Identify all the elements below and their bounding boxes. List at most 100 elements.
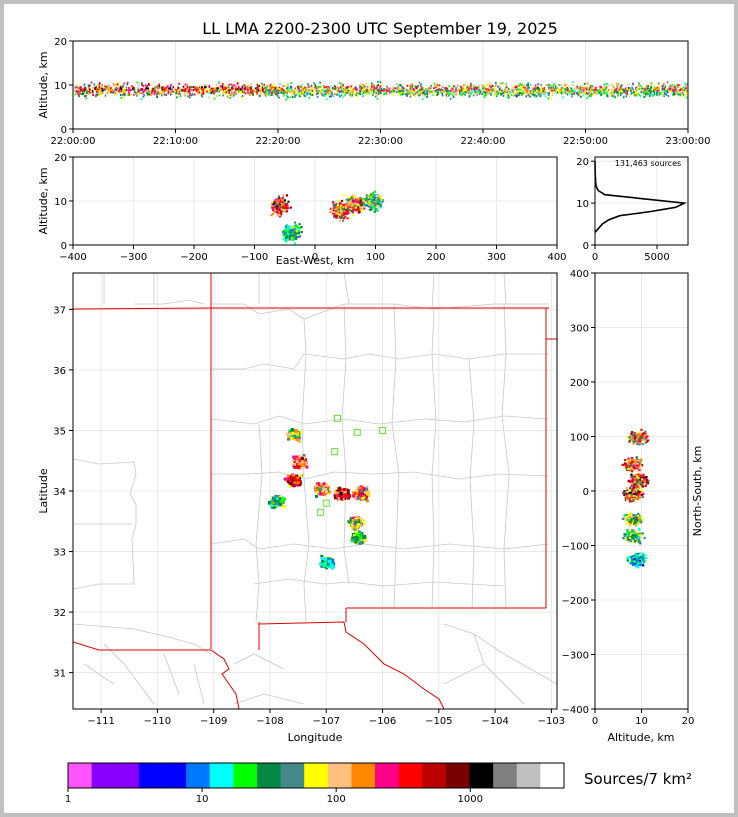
ew-source-point (352, 210, 355, 213)
time-height-source-point (283, 94, 285, 97)
time-height-source-point (509, 91, 512, 94)
time-height-source-point (365, 91, 368, 94)
time-height-source-point (419, 93, 422, 96)
time-height-source-point (257, 89, 260, 92)
time-height-source-point (506, 90, 509, 93)
time-height-source-point (379, 91, 382, 94)
ew-source-point (356, 209, 359, 212)
time-height-source-point (601, 90, 604, 92)
time-height-source-point (438, 84, 441, 87)
time-height-source-point (272, 85, 275, 88)
time-height-source-point (409, 86, 412, 88)
time-height-source-point (391, 90, 394, 93)
time-height-source-point (219, 85, 222, 88)
time-height-source-point (606, 94, 609, 97)
time-height-source-point (674, 93, 677, 96)
time-height-source-point (123, 97, 125, 100)
time-height-source-point (272, 83, 275, 86)
plan-source-point (337, 496, 341, 500)
time-height-source-point (468, 90, 471, 93)
time-height-source-point (526, 90, 528, 93)
time-height-source-point (611, 94, 613, 97)
time-height-source-point (425, 88, 427, 91)
time-height-source-point (407, 91, 409, 94)
time-height-source-point (474, 85, 476, 88)
time-height-source-point (491, 88, 493, 91)
ew-source-point (300, 226, 303, 229)
ew-source-point (344, 214, 347, 218)
time-height-source-point (216, 87, 219, 90)
time-height-source-point (400, 89, 402, 92)
time-height-source-point (489, 84, 491, 87)
time-height-source-point (74, 86, 77, 89)
time-height-source-point (176, 90, 178, 93)
time-height-source-point (665, 90, 667, 92)
time-height-source-point (663, 87, 666, 90)
plan-source-point (289, 482, 293, 485)
time-height-source-point (649, 88, 651, 91)
hist-y-tick-label: 20 (576, 157, 589, 168)
time-height-source-point (214, 90, 217, 93)
time-height-source-point (626, 89, 629, 92)
ew-source-point (373, 190, 376, 193)
ew-source-point (358, 201, 361, 204)
time-height-source-point (98, 90, 101, 93)
time-height-source-point (549, 88, 551, 91)
time-height-source-point (367, 89, 369, 91)
time-height-source-point (674, 85, 676, 88)
time-height-source-point (255, 86, 258, 89)
ew-source-point (288, 228, 291, 231)
time-height-source-point (501, 89, 504, 92)
time-height-source-point (458, 88, 460, 91)
ew-source-point (351, 194, 354, 197)
time-height-source-point (147, 87, 150, 90)
ew-source-point (278, 213, 281, 216)
time-height-source-point (674, 89, 676, 92)
time-height-source-point (75, 85, 77, 88)
plan-source-point (292, 484, 296, 488)
time-height-source-point (671, 86, 673, 89)
time-height-source-point (244, 92, 247, 95)
time-height-source-point (455, 87, 457, 90)
plan-source-point (359, 486, 363, 490)
time-height-source-point (338, 89, 340, 92)
time-height-source-point (185, 88, 188, 91)
time-height-source-point (98, 93, 101, 95)
time-height-source-point (540, 87, 542, 90)
time-height-source-point (153, 81, 155, 84)
time-height-source-point (527, 86, 529, 89)
time-height-source-point (450, 92, 452, 95)
time-height-source-point (202, 91, 205, 94)
time-height-source-point (610, 92, 613, 95)
time-height-source-point (544, 91, 546, 94)
time-height-y-tick-label: 20 (54, 37, 67, 48)
time-height-source-point (80, 86, 83, 89)
time-height-x-tick-label: 23:00:00 (666, 136, 711, 147)
state-borders (73, 273, 557, 709)
time-height-source-point (349, 93, 351, 96)
ew-source-point (378, 195, 381, 198)
time-height-source-point (228, 88, 231, 91)
time-height-source-point (685, 96, 688, 99)
time-height-source-point (381, 94, 384, 97)
time-height-source-point (658, 86, 660, 89)
time-height-source-point (93, 83, 96, 86)
time-height-source-point (585, 86, 588, 89)
time-height-source-point (120, 90, 123, 93)
ew-source-point (292, 226, 295, 229)
ew-source-point (359, 206, 362, 209)
time-height-source-point (388, 87, 391, 90)
plan-source-point (302, 454, 306, 457)
time-height-source-point (262, 85, 265, 88)
time-height-source-point (92, 93, 95, 96)
time-height-source-point (188, 86, 191, 89)
time-height-source-point (319, 85, 321, 88)
time-height-x-tick-label: 22:30:00 (358, 136, 403, 147)
ew-source-point (333, 202, 336, 205)
time-height-source-point (380, 89, 382, 92)
time-height-source-point (208, 92, 211, 95)
time-height-source-point (622, 96, 625, 99)
time-height-source-point (110, 87, 112, 90)
time-height-source-point (376, 89, 378, 91)
time-height-source-point (352, 88, 355, 91)
